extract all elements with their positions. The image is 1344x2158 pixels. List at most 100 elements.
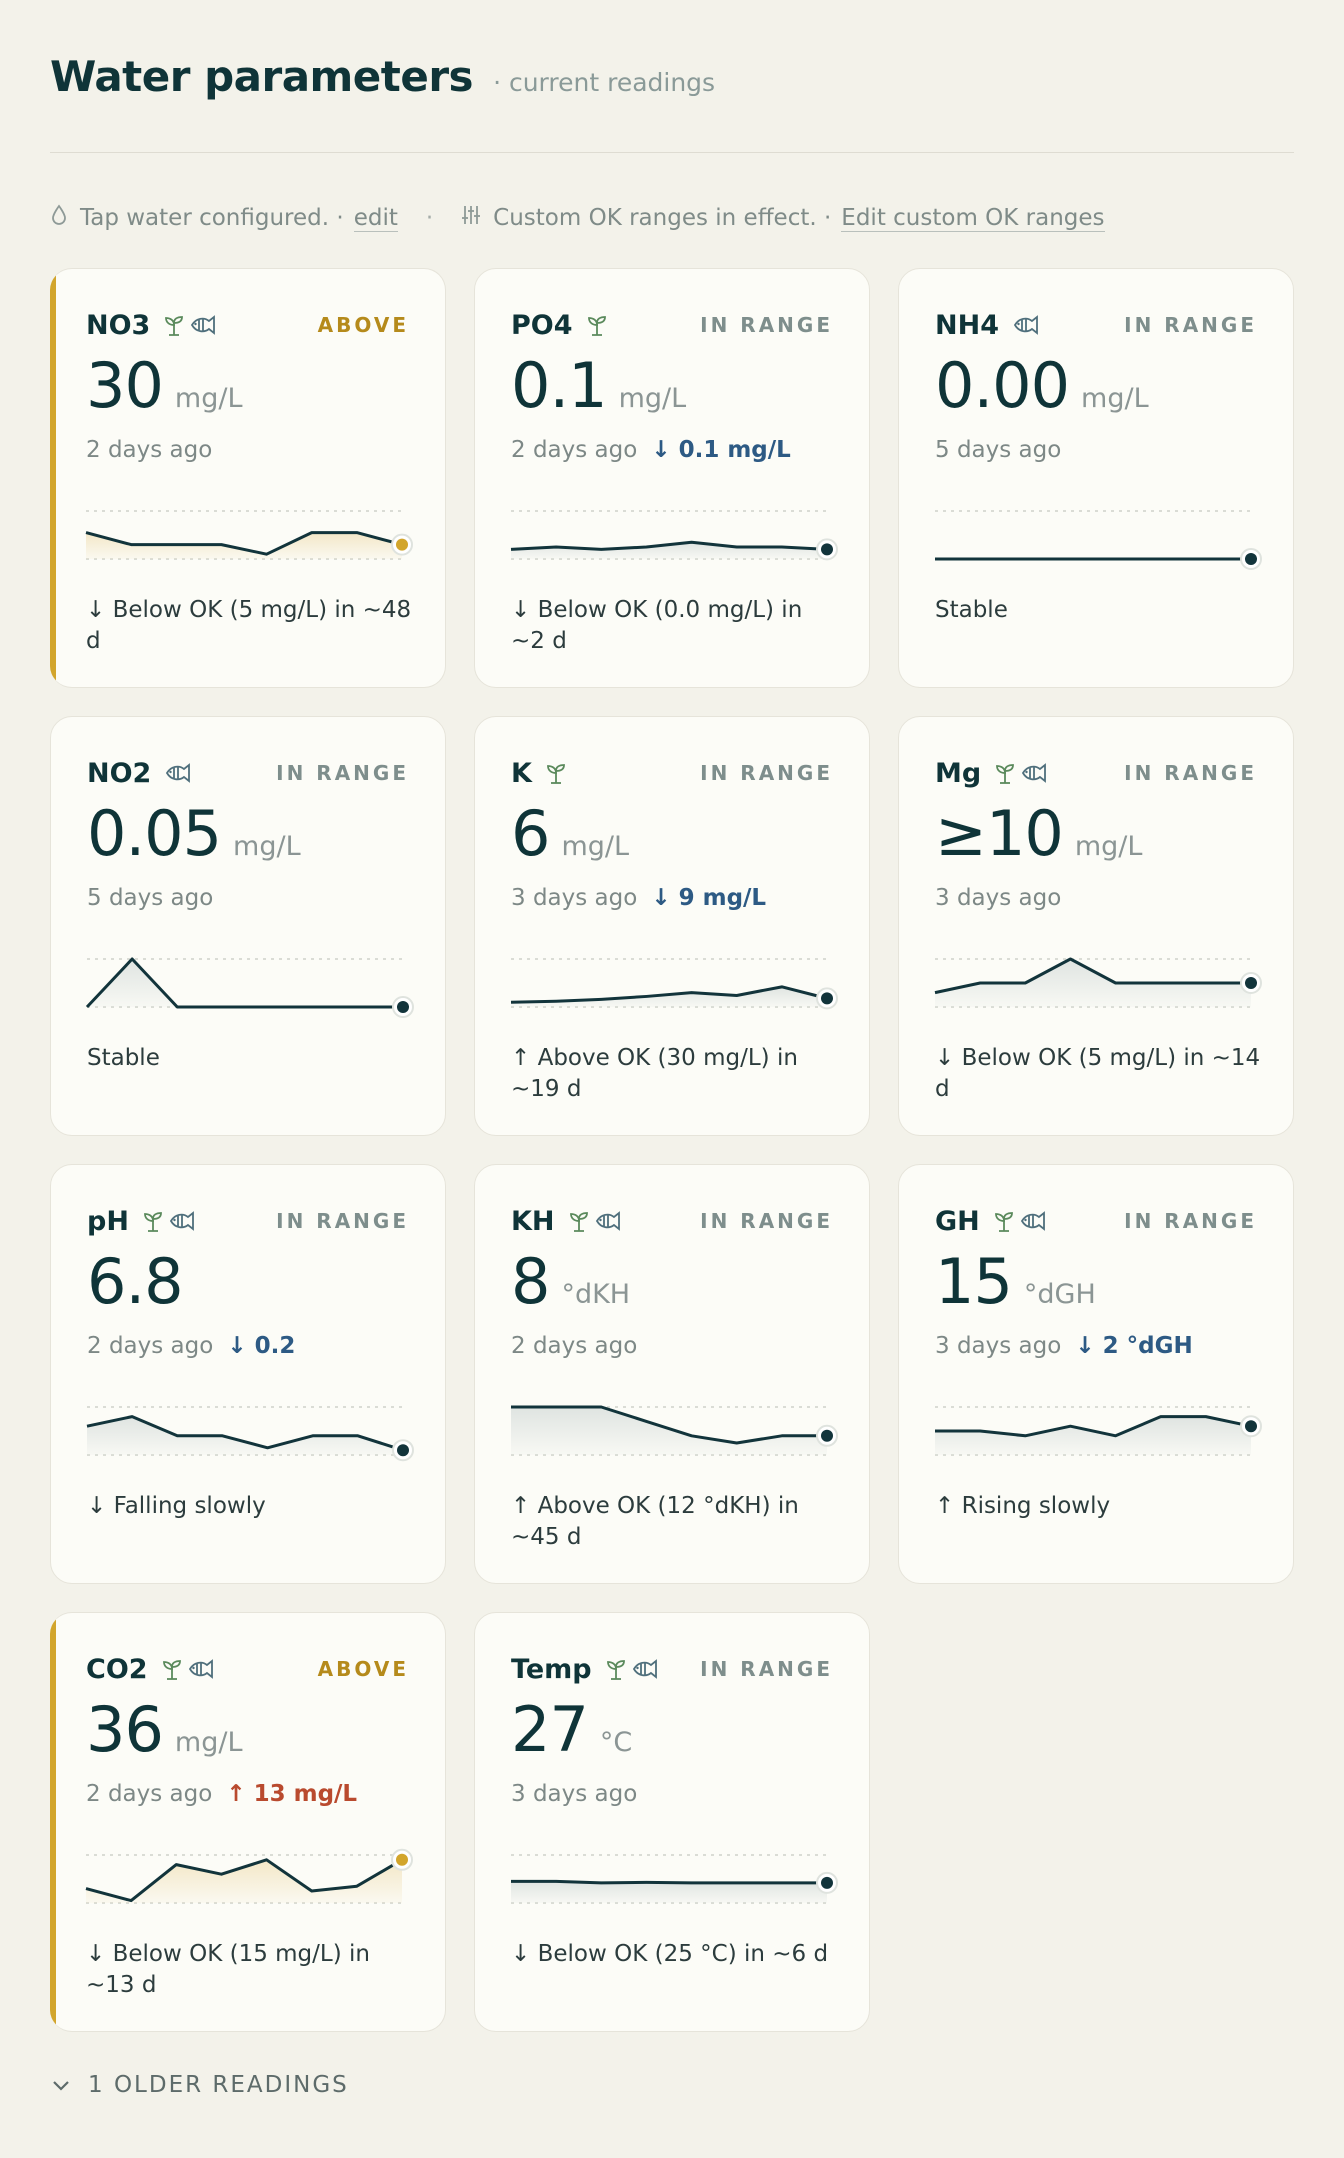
- reading-age: 2 days ago: [511, 437, 638, 463]
- reading-value: 0.00 mg/L: [935, 355, 1149, 417]
- reading-meta: 2 days ago ↓ 0.1 mg/L: [511, 437, 791, 463]
- parameter-name: NH4: [935, 309, 999, 341]
- older-readings-label: 1 OLDER READINGS: [88, 2072, 349, 2098]
- latest-point: [1245, 553, 1257, 565]
- trend-sparkline: [934, 957, 1262, 1008]
- parameter-name: GH: [935, 1205, 980, 1237]
- trend-line: [510, 985, 828, 1004]
- reading-number: ≥10: [935, 797, 1064, 870]
- parameter-card-ph[interactable]: pH IN RANGE 6.8 2 days ago ↓ 0.2 ↓ Falling sl…: [50, 1164, 446, 1584]
- relevance-icons: [988, 1210, 1046, 1232]
- reading-value: 27 °C: [511, 1699, 632, 1761]
- forecast-text: ↓ Below OK (5 mg/L) in ~48 d: [86, 597, 412, 654]
- status-badge: IN RANGE: [276, 1209, 409, 1233]
- trend-area: [86, 532, 402, 559]
- card-header: Mg IN RANGE: [935, 753, 1257, 793]
- forecast-text: ↑ Above OK (30 mg/L) in ~19 d: [511, 1045, 798, 1102]
- parameter-card-mg[interactable]: Mg IN RANGE ≥10 mg/L 3 days ago ↓ Below OK (5…: [898, 716, 1294, 1136]
- trend-sparkline: [85, 510, 413, 560]
- fish-icon: [165, 762, 191, 784]
- latest-point: [397, 1001, 409, 1013]
- settings-notice: Tap water configured. · edit · Custom OK…: [50, 204, 1105, 232]
- relevance-icons: [540, 762, 566, 784]
- parameter-card-nh4[interactable]: NH4 IN RANGE 0.00 mg/L 5 days ago Stable: [898, 268, 1294, 688]
- parameter-card-no2[interactable]: NO2 IN RANGE 0.05 mg/L 5 days ago Stable: [50, 716, 446, 1136]
- card-header: NO3 ABOVE: [86, 305, 409, 345]
- latest-point: [821, 1429, 833, 1442]
- older-readings-toggle[interactable]: 1 OLDER READINGS: [52, 2072, 349, 2098]
- parameter-name: KH: [511, 1205, 555, 1237]
- card-header: CO2 ABOVE: [86, 1649, 409, 1689]
- trend-area: [511, 1881, 827, 1903]
- fish-icon: [595, 1210, 621, 1232]
- trend-line: [86, 1415, 404, 1452]
- latest-point: [396, 538, 408, 551]
- fish-icon: [169, 1210, 195, 1232]
- reading-value: 15 °dGH: [935, 1251, 1096, 1313]
- parameter-name: NO2: [87, 757, 152, 789]
- reading-age: 5 days ago: [935, 437, 1062, 463]
- parameter-card-po4[interactable]: PO4 IN RANGE 0.1 mg/L 2 days ago ↓ 0.1 mg/L ↓ …: [474, 268, 870, 688]
- edit-custom-ranges-link[interactable]: Edit custom OK ranges: [841, 204, 1105, 232]
- plant-icon: [569, 1210, 589, 1232]
- reading-value: 0.1 mg/L: [511, 355, 686, 417]
- relevance-icons: [600, 1658, 658, 1680]
- fish-icon: [632, 1658, 658, 1680]
- card-header: pH IN RANGE: [87, 1201, 409, 1241]
- reading-number: 6: [511, 797, 550, 870]
- forecast-text: Stable: [935, 597, 1008, 623]
- fish-icon: [188, 1658, 214, 1680]
- reading-unit: °C: [599, 1727, 633, 1758]
- latest-point: [821, 992, 833, 1005]
- reading-unit: mg/L: [561, 831, 630, 862]
- status-badge: IN RANGE: [1124, 761, 1257, 785]
- reading-age: 3 days ago: [511, 1781, 638, 1807]
- reading-number: 0.05: [87, 797, 222, 870]
- status-badge: ABOVE: [317, 313, 409, 337]
- status-badge: IN RANGE: [276, 761, 409, 785]
- relevance-icons: [581, 314, 607, 336]
- status-badge: ABOVE: [317, 1657, 409, 1681]
- relevance-icons: [1007, 314, 1039, 336]
- header-divider: [50, 152, 1294, 153]
- parameter-name: Temp: [511, 1653, 592, 1685]
- reading-meta: 5 days ago: [935, 437, 1061, 463]
- trend-line: [511, 1405, 827, 1445]
- reading-meta: 3 days ago: [935, 885, 1061, 911]
- trend-area: [86, 1859, 402, 1903]
- reading-delta: ↓ 2 °dGH: [1075, 1333, 1193, 1359]
- reading-value: 6 mg/L: [511, 803, 629, 865]
- fish-icon: [1020, 1210, 1046, 1232]
- forecast-text: ↓ Below OK (15 mg/L) in ~13 d: [86, 1941, 370, 1998]
- status-badge: IN RANGE: [1124, 313, 1257, 337]
- trend-line: [85, 1858, 403, 1903]
- parameter-card-temp[interactable]: Temp IN RANGE 27 °C 3 days ago ↓ Below OK (25…: [474, 1612, 870, 2032]
- relevance-icons: [156, 1658, 214, 1680]
- trend-area: [87, 1416, 403, 1455]
- parameter-card-kh[interactable]: KH IN RANGE 8 °dKH 2 days ago ↑ Above OK (12 …: [474, 1164, 870, 1584]
- reading-meta: 2 days ago: [86, 437, 212, 463]
- plant-icon: [994, 1210, 1014, 1232]
- reading-age: 3 days ago: [935, 885, 1062, 911]
- plant-icon: [143, 1210, 163, 1232]
- reading-number: 36: [86, 1693, 164, 1766]
- notice-separator: ·: [425, 205, 434, 231]
- reading-value: ≥10 mg/L: [935, 803, 1142, 865]
- page-subtitle: · current readings: [493, 68, 716, 97]
- parameter-card-gh[interactable]: GH IN RANGE 15 °dGH 3 days ago ↓ 2 °dGH ↑ Risi…: [898, 1164, 1294, 1584]
- tap-water-text: Tap water configured. ·: [80, 205, 344, 231]
- reading-number: 6.8: [87, 1245, 184, 1318]
- reading-value: 30 mg/L: [86, 355, 243, 417]
- droplet-icon: [50, 204, 80, 232]
- relevance-icons: [158, 314, 216, 336]
- trend-sparkline: [85, 1848, 413, 1904]
- reading-age: 2 days ago: [86, 437, 213, 463]
- parameter-card-no3[interactable]: NO3 ABOVE 30 mg/L 2 days ago ↓ Below OK (5 mg…: [50, 268, 446, 688]
- edit-tap-water-link[interactable]: edit: [353, 204, 398, 232]
- parameter-card-k[interactable]: K IN RANGE 6 mg/L 3 days ago ↓ 9 mg/L ↑ Above …: [474, 716, 870, 1136]
- plant-icon: [546, 762, 566, 784]
- parameter-card-co2[interactable]: CO2 ABOVE 36 mg/L 2 days ago ↑ 13 mg/L ↓ Below…: [50, 1612, 446, 2032]
- page-title: Water parameters: [50, 52, 474, 101]
- chevron-down-icon: [52, 2072, 88, 2098]
- parameter-name: CO2: [86, 1653, 148, 1685]
